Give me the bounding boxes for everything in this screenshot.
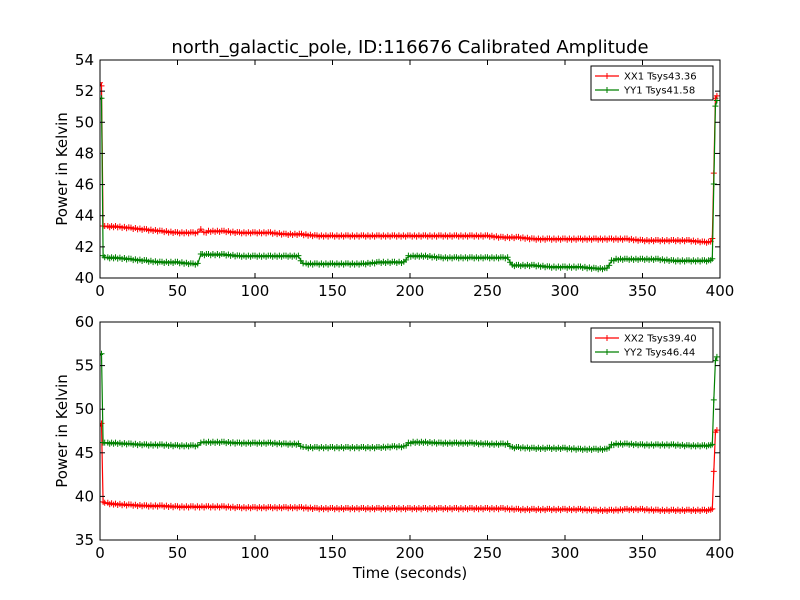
top-legend-item: YY1 Tsys41.58 — [595, 86, 695, 97]
bottom-chart: 0 50 100 150 200 250 300 350 400 35 40 45 50 55 60 Pow… — [53, 313, 734, 582]
top-marker — [194, 229, 201, 236]
bottom-ticks-layer: 0 50 100 150 200 250 300 350 400 35 40 45 50 55 60 — [75, 313, 734, 562]
bottom-marker — [713, 427, 720, 434]
bottom-y-tick-label: 60 — [75, 313, 94, 331]
bottom-x-tick-label: 200 — [396, 544, 425, 562]
top-legend-box — [590, 65, 714, 101]
bottom-x-tick-label: 150 — [318, 544, 347, 562]
top-ticks-layer: 0 50 100 150 200 250 300 350 400 40 42 44 46 48 50 52 54 — [75, 51, 734, 300]
bottom-marker — [100, 350, 105, 357]
top-series-markers-1 — [100, 95, 720, 273]
bottom-marker — [710, 468, 717, 475]
bottom-legend-label: YY2 Tsys46.44 — [623, 348, 695, 359]
bottom-x-tick-label: 400 — [706, 544, 735, 562]
top-x-tick-label: 0 — [95, 282, 105, 300]
bottom-x-tick-label: 0 — [95, 544, 105, 562]
top-marker — [403, 256, 410, 263]
bottom-legend-label: XX2 Tsys39.40 — [624, 334, 697, 345]
bottom-legend: XX2 Tsys39.40 YY2 Tsys46.44 — [590, 327, 714, 363]
bottom-series-layer — [100, 350, 720, 514]
top-x-tick-label: 350 — [628, 282, 657, 300]
top-marker — [710, 181, 717, 187]
bottom-series-markers-0 — [100, 420, 720, 514]
bottom-legend-item: YY2 Tsys46.44 — [595, 348, 695, 359]
bottom-y-tick-label: 55 — [75, 357, 94, 375]
top-marker — [606, 262, 613, 269]
top-marker — [713, 97, 720, 104]
bottom-marker — [197, 439, 204, 446]
bottom-marker — [606, 444, 613, 451]
bottom-y-tick-label: 40 — [75, 487, 94, 505]
bottom-marker — [710, 396, 717, 403]
top-marker — [100, 79, 103, 86]
top-legend: XX1 Tsys43.36 YY1 Tsys41.58 — [590, 65, 714, 101]
top-marker — [709, 255, 716, 262]
bottom-legend-marker — [604, 349, 610, 355]
top-x-tick-label: 300 — [551, 282, 580, 300]
top-series-layer — [100, 79, 720, 273]
top-y-tick-label: 52 — [75, 82, 94, 100]
top-legend-marker — [604, 73, 610, 79]
bottom-y-axis-label: Power in Kelvin — [53, 374, 71, 488]
top-marker — [100, 82, 105, 89]
bottom-x-tick-label: 350 — [628, 544, 657, 562]
bottom-x-tick-label: 300 — [551, 544, 580, 562]
bottom-marker — [713, 353, 720, 360]
bottom-marker — [709, 441, 716, 448]
top-x-tick-label: 200 — [396, 282, 425, 300]
top-marker — [504, 254, 511, 261]
top-chart: 0 50 100 150 200 250 300 350 400 40 42 44 46 48 50 52 54… — [53, 51, 734, 300]
top-legend-label: YY1 Tsys41.58 — [623, 86, 695, 97]
bottom-series-markers-1 — [100, 350, 720, 453]
chart-title: north_galactic_pole, ID:116676 Calibrate… — [171, 37, 648, 58]
bottom-plot-frame — [99, 321, 721, 541]
top-y-tick-label: 44 — [75, 207, 94, 225]
top-y-tick-label: 54 — [75, 51, 94, 69]
top-marker — [100, 95, 105, 102]
top-x-tick-label: 100 — [241, 282, 270, 300]
bottom-x-tick-label: 250 — [473, 544, 502, 562]
bottom-y-tick-label: 35 — [75, 531, 94, 549]
top-series-markers-0 — [100, 79, 720, 246]
top-marker — [712, 103, 719, 110]
top-y-tick-label: 48 — [75, 144, 94, 162]
bottom-y-tick-label: 45 — [75, 444, 94, 462]
top-x-tick-label: 250 — [473, 282, 502, 300]
top-legend-label: XX1 Tsys43.36 — [624, 72, 697, 83]
top-plot-frame — [99, 59, 721, 279]
top-y-tick-label: 42 — [75, 238, 94, 256]
top-y-tick-label: 40 — [75, 269, 94, 287]
bottom-x-tick-label: 100 — [241, 544, 270, 562]
bottom-legend-box — [590, 327, 714, 363]
bottom-y-tick-label: 50 — [75, 400, 94, 418]
top-y-axis-label: Power in Kelvin — [53, 112, 71, 226]
bottom-marker — [100, 420, 105, 427]
bottom-legend-marker — [604, 335, 610, 341]
bottom-marker — [709, 505, 716, 512]
top-legend-marker — [604, 87, 610, 93]
top-x-tick-label: 400 — [706, 282, 735, 300]
top-marker — [295, 252, 302, 259]
top-y-tick-label: 46 — [75, 176, 94, 194]
bottom-marker — [194, 442, 201, 449]
bottom-x-tick-label: 50 — [168, 544, 187, 562]
x-axis-label: Time (seconds) — [352, 564, 468, 582]
top-x-tick-label: 50 — [168, 282, 187, 300]
bottom-legend-item: XX2 Tsys39.40 — [595, 334, 697, 345]
top-marker — [194, 260, 201, 267]
top-legend-item: XX1 Tsys43.36 — [595, 72, 697, 83]
top-y-tick-label: 50 — [75, 113, 94, 131]
top-x-tick-label: 150 — [318, 282, 347, 300]
top-marker — [197, 226, 204, 233]
